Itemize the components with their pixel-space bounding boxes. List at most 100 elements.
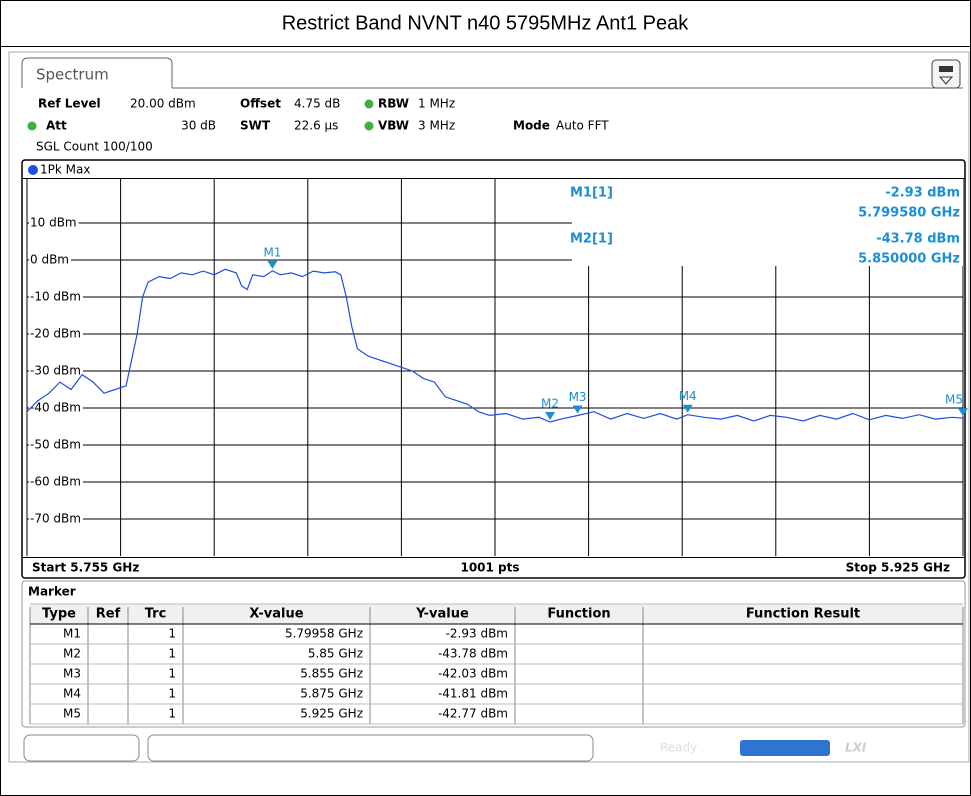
trace-label: 1Pk Max: [40, 163, 90, 177]
readout-box: [572, 179, 963, 266]
table-cell: M1: [63, 627, 81, 641]
table-cell: 1: [168, 707, 176, 721]
table-cell: -42.03 dBm: [438, 667, 508, 681]
start-freq: Start 5.755 GHz: [32, 561, 139, 575]
status-dot: [27, 121, 37, 131]
readout-freq: 5.850000 GHz: [858, 252, 960, 267]
setting-label: SWT: [240, 119, 271, 133]
tick-label-bg: [29, 326, 83, 342]
status-dot: [364, 99, 374, 109]
marker: [572, 405, 583, 414]
tick-label-bg: [29, 511, 83, 527]
status-field: [147, 734, 594, 762]
table-cell: 5.925 GHz: [300, 707, 363, 721]
table-cell: 5.85 GHz: [308, 647, 363, 661]
setting-value: 3 MHz: [418, 119, 455, 133]
lxi-logo: LXI: [845, 741, 867, 755]
readout-label: M2[1]: [570, 232, 613, 247]
tick-label-bg: [29, 363, 83, 379]
setting-value: Auto FFT: [556, 119, 609, 133]
marker-label: M1: [263, 245, 281, 259]
status-field: [23, 734, 140, 762]
marker-table: Type Ref Trc X-value Y-value Function Function…: [29, 603, 964, 725]
y-tick-label: 10 dBm: [30, 216, 77, 230]
column-header: Y-value: [415, 607, 469, 622]
table-cell: M2: [63, 647, 81, 661]
column-header: Function: [547, 607, 610, 622]
table-cell: M4: [63, 687, 81, 701]
readout-value: -43.78 dBm: [876, 232, 960, 247]
table-cell: -42.77 dBm: [438, 707, 508, 721]
plot: 10 dBm 0 dBm -10 dBm -20 dBm -30 dBm -40 dBm -…: [26, 179, 968, 556]
sgl-count: SGL Count 100/100: [36, 140, 153, 154]
menu-arrow: [938, 76, 954, 85]
tick-label-bg: [29, 215, 79, 231]
table-cell: -41.81 dBm: [438, 687, 508, 701]
table-cell: 1: [168, 687, 176, 701]
column-header: X-value: [249, 607, 303, 622]
y-tick-label: -60 dBm: [30, 475, 81, 489]
readout-freq: 5.799580 GHz: [858, 206, 960, 221]
menu-icon: [939, 66, 953, 72]
setting-label: Ref Level: [38, 97, 101, 111]
column-header: Type: [42, 607, 76, 622]
y-tick-label: -10 dBm: [30, 290, 81, 304]
marker-panel-title: Marker: [28, 585, 76, 599]
tab-label[interactable]: Spectrum: [36, 66, 109, 84]
table-cell: 5.79958 GHz: [285, 627, 363, 641]
marker-label: M4: [679, 389, 697, 403]
table-cell: -43.78 dBm: [438, 647, 508, 661]
setting-label: Mode: [513, 119, 550, 133]
stop-freq: Stop 5.925 GHz: [846, 561, 950, 575]
setting-label: Offset: [240, 97, 281, 111]
tick-label-bg: [29, 474, 83, 490]
marker: [958, 408, 968, 417]
table-cell: M3: [63, 667, 81, 681]
column-header: Ref: [96, 607, 121, 622]
marker-label: M3: [569, 390, 587, 404]
points: 1001 pts: [460, 561, 519, 575]
table-cell: 5.855 GHz: [300, 667, 363, 681]
y-tick-label: 0 dBm: [30, 253, 69, 267]
tick-label-bg: [29, 437, 83, 453]
marker: [267, 260, 278, 269]
marker-label: M2: [541, 396, 559, 410]
status-dot: [364, 121, 374, 131]
trace: [27, 268, 963, 423]
setting-label: Att: [46, 119, 67, 133]
marker: [545, 411, 556, 420]
progress-bar: [740, 740, 830, 756]
setting-value: 22.6 µs: [294, 119, 338, 133]
setting-value: 30 dB: [181, 119, 216, 133]
readout-label: M1[1]: [570, 186, 613, 201]
setting-value: 20.00 dBm: [130, 97, 196, 111]
table-cell: -2.93 dBm: [446, 627, 508, 641]
y-tick-label: -70 dBm: [30, 512, 81, 526]
table-header-bg: [30, 604, 963, 624]
y-tick-label: -50 dBm: [30, 438, 81, 452]
y-tick-label: -20 dBm: [30, 327, 81, 341]
table-cell: 1: [168, 667, 176, 681]
page-title: Restrict Band NVNT n40 5795MHz Ant1 Peak: [282, 12, 690, 34]
readout-value: -2.93 dBm: [885, 186, 960, 201]
y-tick-label: -40 dBm: [30, 401, 81, 415]
setting-value: 1 MHz: [418, 97, 455, 111]
status-text: Ready: [660, 741, 697, 755]
tick-label-bg: [29, 289, 83, 305]
table-cell: M5: [63, 707, 81, 721]
setting-label: RBW: [378, 97, 409, 111]
setting-value: 4.75 dB: [294, 97, 340, 111]
table-cell: 1: [168, 647, 176, 661]
table-cell: 5.875 GHz: [300, 687, 363, 701]
trace-dot: [28, 165, 38, 175]
column-header: Trc: [145, 607, 167, 622]
marker-label: M5: [945, 393, 963, 407]
tab[interactable]: [21, 57, 173, 88]
y-tick-label: -30 dBm: [30, 364, 81, 378]
column-header: Function Result: [746, 607, 860, 622]
table-cell: 1: [168, 627, 176, 641]
tick-label-bg: [29, 400, 83, 416]
marker: [682, 404, 693, 413]
tick-label-bg: [29, 252, 71, 268]
